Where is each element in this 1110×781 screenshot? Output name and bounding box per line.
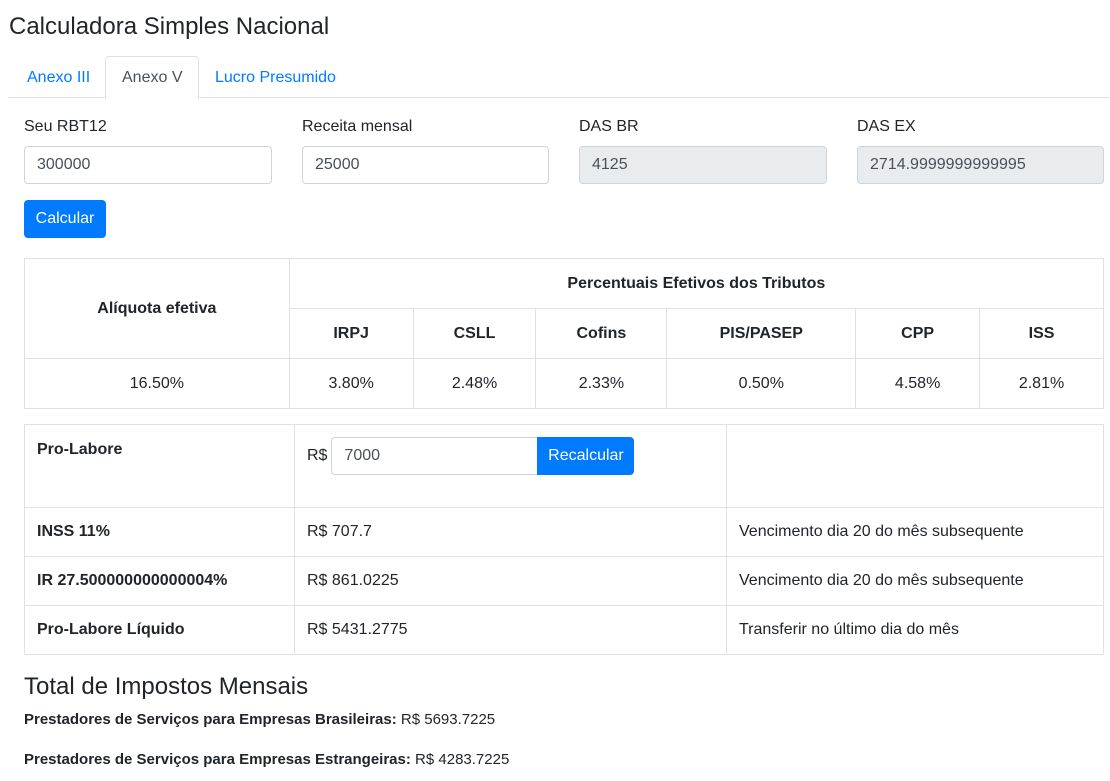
total-ex-value: R$ 4283.7225 [415,751,510,768]
total-ex-label: Prestadores de Serviços para Empresas Es… [24,751,411,768]
csll-value: 2.48% [412,358,537,409]
das-br-field: 4125 [579,146,827,184]
table-row: Pro-Labore Líquido R$ 5431.2775 Transfer… [24,605,1104,655]
prolabore-input[interactable]: 7000 [331,437,539,475]
ir-value: R$ 861.0225 [294,556,727,606]
percent-header: Percentuais Efetivos dos Tributos [288,258,1105,309]
tab-anexo-v[interactable]: Anexo V [105,56,200,99]
totals-title: Total de Impostos Mensais [24,673,309,700]
total-ex-line: Prestadores de Serviços para Empresas Es… [24,750,509,770]
inss-label: INSS 11% [24,507,295,557]
rbt12-input[interactable]: 300000 [24,146,272,184]
total-br-label: Prestadores de Serviços para Empresas Br… [24,711,397,728]
das-ex-label: DAS EX [857,118,916,135]
tab-lucro-presumido[interactable]: Lucro Presumido [215,69,336,86]
tab-bar: Anexo III Anexo V Lucro Presumido [8,56,1110,99]
ir-label: IR 27.500000000000004% [24,556,295,606]
recalcular-button[interactable]: Recalcular [537,437,635,475]
tax-table: Alíquota efetiva Percentuais Efetivos do… [24,258,1105,409]
ir-note: Vencimento dia 20 do mês subsequente [726,556,1104,606]
total-br-line: Prestadores de Serviços para Empresas Br… [24,710,495,730]
inss-note: Vencimento dia 20 do mês subsequente [726,507,1104,557]
table-row: IR 27.500000000000004% R$ 861.0225 Venci… [24,556,1104,606]
table-row: 16.50% 3.80% 2.48% 2.33% 0.50% 4.58% 2.8… [24,358,1104,409]
receita-label: Receita mensal [302,118,413,135]
col-csll: CSLL [412,308,537,359]
tab-anexo-iii[interactable]: Anexo III [27,69,91,86]
cpp-value: 4.58% [855,358,981,409]
currency-prefix: R$ [307,447,328,465]
iss-value: 2.81% [979,358,1104,409]
irpj-value: 3.80% [288,358,414,409]
col-pis-pasep: PIS/PASEP [666,308,857,359]
liquido-label: Pro-Labore Líquido [24,605,295,655]
calcular-button[interactable]: Calcular [24,200,106,238]
aliquota-header: Alíquota efetiva [24,258,290,359]
col-irpj: IRPJ [288,308,414,359]
pis-pasep-value: 0.50% [666,358,857,409]
liquido-note: Transferir no último dia do mês [726,605,1104,655]
das-ex-field: 2714.9999999999995 [857,146,1104,184]
rbt12-label: Seu RBT12 [24,118,107,135]
inss-value: R$ 707.7 [294,507,727,557]
table-row: INSS 11% R$ 707.7 Vencimento dia 20 do m… [24,507,1104,557]
total-br-value: R$ 5693.7225 [400,711,496,728]
col-iss: ISS [979,308,1104,359]
col-cofins: Cofins [535,308,668,359]
empty-cell [726,424,1104,508]
liquido-value: R$ 5431.2775 [294,605,727,655]
receita-input[interactable]: 25000 [302,146,549,184]
das-br-label: DAS BR [579,118,639,135]
aliquota-value: 16.50% [24,358,290,409]
prolabore-input-cell: R$ 7000 Recalcular [294,424,727,508]
prolabore-label: Pro-Labore [24,424,295,508]
col-cpp: CPP [855,308,981,359]
prolabore-table: Pro-Labore R$ 7000 Recalcular INSS 11% R$ … [24,424,1104,655]
cofins-value: 2.33% [535,358,668,409]
page-title: Calculadora Simples Nacional [9,13,330,40]
